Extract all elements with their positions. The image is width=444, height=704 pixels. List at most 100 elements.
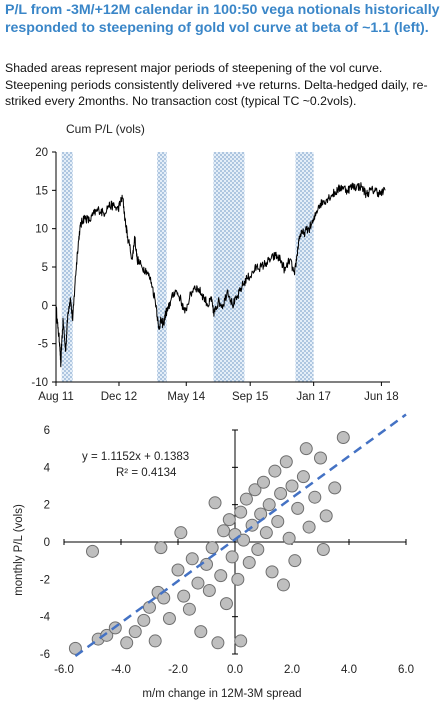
- y-tick-label: -6: [40, 649, 50, 661]
- y-axis-label: Cum P/L (vols): [66, 122, 145, 136]
- pl-vs-spread-scatter-chart: -6 -4 -2 0 2 4 6 -6.0 -4.0 -2.0 0.0 2.0 4.0 6.0 y = 1.…: [13, 413, 414, 700]
- steepening-shade-3: [213, 152, 245, 382]
- x-tick-label: Jun 18: [364, 391, 399, 403]
- x-tick-label: -6.0: [54, 664, 74, 676]
- scatter-point: [328, 481, 342, 495]
- scatter-point: [219, 597, 233, 611]
- scatter-points: [68, 430, 350, 655]
- scatter-point: [208, 496, 222, 510]
- scatter-point: [336, 430, 350, 444]
- steepening-shade-2: [157, 152, 167, 382]
- scatter-point: [191, 576, 205, 590]
- scatter-point: [100, 628, 114, 642]
- scatter-point: [279, 455, 293, 469]
- scatter-point: [120, 636, 134, 650]
- y-tick-label: 20: [35, 147, 48, 159]
- scatter-point: [296, 470, 310, 484]
- scatter-point: [319, 509, 333, 523]
- scatter-point: [234, 634, 248, 648]
- scatter-point: [257, 475, 270, 489]
- y-tick-label: -2: [40, 574, 50, 586]
- scatter-point: [276, 578, 290, 592]
- x-tick-label: 0.0: [227, 664, 243, 676]
- figure-title: P/L from -3M/+12M calendar in 100:50 veg…: [5, 2, 440, 36]
- scatter-point: [262, 498, 276, 512]
- steepening-shade-4: [295, 152, 314, 382]
- r-squared-label: R² = 0.4134: [116, 467, 177, 479]
- y-tick-label: -4: [40, 612, 51, 624]
- scatter-point: [242, 556, 256, 570]
- scatter-point: [137, 613, 151, 627]
- scatter-point: [182, 602, 196, 616]
- scatter-point: [237, 533, 251, 547]
- x-tick-label: Dec 12: [101, 391, 137, 403]
- scatter-point: [128, 625, 142, 639]
- regression-equation: y = 1.1152x + 0.1383: [82, 451, 189, 463]
- x-tick-label: Jan 17: [296, 391, 331, 403]
- y-tick-label: 4: [44, 462, 51, 474]
- scatter-point: [299, 442, 313, 456]
- y-axis-label: monthly P/L (vols): [13, 504, 25, 596]
- cum-pl-line-chart: Cum P/L (vols) -10 -5 0 5 10 15 20 Aug 11 Dec 12 M…: [31, 122, 399, 403]
- scatter-point: [185, 552, 199, 566]
- scatter-point: [308, 490, 322, 504]
- scatter-point: [234, 505, 248, 519]
- x-tick-label: Aug 11: [38, 391, 74, 403]
- y-tick-label: 0: [42, 300, 48, 312]
- scatter-point: [162, 612, 176, 626]
- x-tick-label: 6.0: [398, 664, 414, 676]
- figure-subtitle: Shaded areas represent major periods of …: [5, 61, 428, 108]
- x-tick-label: -2.0: [168, 664, 188, 676]
- scatter-point: [316, 542, 330, 556]
- cum-pl-series-line: [55, 182, 386, 368]
- scatter-point: [248, 483, 262, 497]
- scatter-point: [251, 542, 265, 556]
- y-tick-label: 0: [44, 537, 50, 549]
- scatter-point: [288, 554, 302, 568]
- scatter-point: [177, 589, 191, 603]
- scatter-point: [174, 526, 188, 540]
- y-tick-label: -10: [31, 377, 48, 389]
- scatter-point: [205, 541, 219, 555]
- y-tick-label: 5: [42, 262, 48, 274]
- scatter-point: [265, 565, 279, 579]
- x-tick-label: Sep 15: [232, 391, 268, 403]
- scatter-point: [239, 492, 253, 506]
- scatter-point: [268, 464, 282, 478]
- x-tick-label: 4.0: [341, 664, 357, 676]
- scatter-point: [217, 524, 231, 538]
- scatter-point: [274, 486, 288, 500]
- y-tick-label: 6: [44, 425, 50, 437]
- x-tick-label: 2.0: [284, 664, 300, 676]
- scatter-point: [157, 591, 171, 605]
- steepening-shade-1: [61, 152, 73, 382]
- scatter-point: [86, 544, 99, 558]
- x-tick-label: -4.0: [111, 664, 131, 676]
- scatter-point: [211, 636, 225, 650]
- scatter-point: [254, 507, 268, 521]
- scatter-point: [225, 550, 239, 564]
- scatter-point: [214, 569, 228, 583]
- scatter-point: [271, 514, 285, 528]
- x-tick-label: May 14: [167, 391, 205, 403]
- y-tick-label: 10: [35, 224, 48, 236]
- scatter-point: [171, 563, 185, 577]
- scatter-point: [302, 520, 316, 534]
- scatter-point: [259, 526, 273, 540]
- y-tick-label: 15: [35, 185, 48, 197]
- scatter-point: [202, 584, 216, 598]
- x-axis-label: m/m change in 12M-3M spread: [142, 688, 301, 700]
- scatter-point: [314, 451, 327, 465]
- scatter-point: [285, 479, 299, 493]
- scatter-point: [148, 634, 162, 648]
- y-tick-label: 2: [44, 500, 50, 512]
- scatter-point: [68, 641, 82, 655]
- scatter-point: [282, 531, 296, 545]
- scatter-point: [231, 572, 245, 586]
- scatter-point: [222, 513, 236, 527]
- trendline: [74, 413, 407, 658]
- scatter-point: [154, 541, 168, 555]
- scatter-point: [194, 625, 208, 639]
- scatter-point: [291, 501, 305, 515]
- y-tick-label: -5: [38, 339, 48, 351]
